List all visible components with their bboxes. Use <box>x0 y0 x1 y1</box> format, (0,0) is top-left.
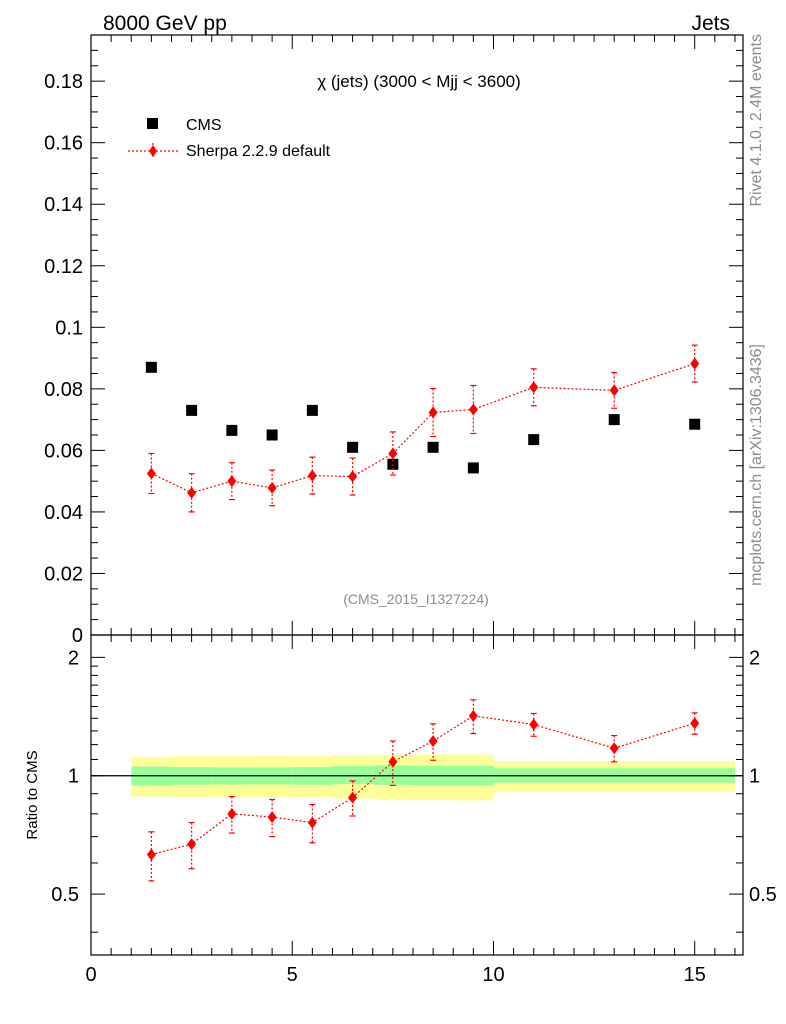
legend-mc-label: Sherpa 2.2.9 default <box>186 143 331 160</box>
ratio-band-inner <box>332 766 373 785</box>
cms-data-point <box>347 441 359 453</box>
x-tick-label: 15 <box>684 964 706 986</box>
ratio-axis-ticks <box>90 635 743 955</box>
mc-point <box>428 406 438 419</box>
ratio-point <box>187 838 197 851</box>
cms-data-point <box>689 418 701 430</box>
header-process-label: Jets <box>691 12 730 35</box>
ratio-y-tick-label: 1 <box>68 766 79 788</box>
mc-point <box>348 470 358 483</box>
ratio-y-tick-label: 2 <box>68 647 79 669</box>
ratio-y-tick-labels: 0.5 0.5 1 1 2 2 <box>51 647 777 906</box>
mc-point <box>267 481 277 494</box>
main-y-tick-label: 0.08 <box>44 379 83 401</box>
ratio-plot-frame <box>90 634 744 956</box>
ratio-y-tick-label-right: 0.5 <box>749 884 777 906</box>
legend: CMS Sherpa 2.2.9 default <box>128 117 331 160</box>
rivet-version-label: Rivet 4.1.0, 2.4M events <box>748 34 765 207</box>
main-y-tick-label: 0.14 <box>44 194 83 216</box>
mc-point <box>690 357 700 370</box>
mc-point <box>468 403 478 416</box>
mcplots-reference-label: mcplots.cern.ch [arXiv:1306.3436] <box>748 344 765 586</box>
ratio-point <box>267 811 277 824</box>
main-mc-points <box>146 344 700 513</box>
main-y-tick-label: 0.12 <box>44 256 83 278</box>
cms-data-point <box>528 434 540 446</box>
ratio-point <box>348 791 358 804</box>
x-tick-label: 5 <box>287 964 298 986</box>
analysis-watermark: (CMS_2015_I1327224) <box>343 591 489 607</box>
main-y-tick-label: 0.06 <box>44 440 83 462</box>
legend-cms-marker <box>147 118 158 129</box>
cms-data-point <box>226 424 238 436</box>
cms-data-point <box>427 441 439 453</box>
main-y-tick-labels: 0 0.02 0.04 0.06 0.08 0.1 0.12 0.14 0.16 0.18 <box>44 71 83 647</box>
ratio-point <box>428 735 438 748</box>
cms-data-point <box>186 404 198 416</box>
ratio-uncertainty-bands <box>131 754 735 801</box>
main-axis-ticks <box>90 34 743 636</box>
x-tick-label: 10 <box>482 964 504 986</box>
cms-data-point <box>467 462 479 474</box>
cms-data-point <box>608 414 620 426</box>
mc-point <box>388 447 398 460</box>
ratio-y-tick-label-right: 1 <box>749 766 760 788</box>
main-y-tick-label: 0.18 <box>44 71 83 93</box>
main-data-points <box>145 361 701 474</box>
mc-point <box>609 384 619 397</box>
mc-point <box>307 469 317 482</box>
mc-series-line <box>151 363 695 494</box>
cms-data-point <box>145 361 157 373</box>
ratio-point <box>690 717 700 730</box>
ratio-mc-points <box>146 699 700 882</box>
ratio-point <box>468 709 478 722</box>
header-energy-label: 8000 GeV pp <box>103 12 227 35</box>
ratio-point <box>609 742 619 755</box>
main-plot-panel: 0 0.02 0.04 0.06 0.08 0.1 0.12 0.14 0.16 0.18 (CM… <box>44 34 744 647</box>
x-tick-label: 0 <box>85 964 96 986</box>
ratio-point <box>227 807 237 820</box>
main-y-tick-label: 0.02 <box>44 563 83 585</box>
mc-point <box>146 467 156 480</box>
mc-point <box>529 381 539 394</box>
ratio-point <box>529 718 539 731</box>
cms-data-point <box>306 404 318 416</box>
mc-point <box>187 486 197 499</box>
main-y-tick-label: 0 <box>72 625 83 647</box>
legend-mc-marker <box>149 145 157 157</box>
main-y-tick-label: 0.1 <box>55 317 83 339</box>
cms-data-point <box>266 429 278 441</box>
ratio-y-axis-label: Ratio to CMS <box>24 750 41 839</box>
x-tick-labels: 0 5 10 15 <box>85 964 705 986</box>
mc-point <box>227 475 237 488</box>
plot-title: χ (jets) (3000 < Mjj < 3600) <box>317 72 521 91</box>
ratio-point <box>307 816 317 829</box>
ratio-y-tick-label: 0.5 <box>51 884 79 906</box>
ratio-point <box>388 755 398 768</box>
ratio-series-line <box>151 715 695 856</box>
main-y-tick-label: 0.04 <box>44 502 83 524</box>
legend-cms-label: CMS <box>186 117 222 134</box>
ratio-plot-panel: 0.5 0.5 1 1 2 2 0 5 10 15 Ratio to CMS <box>24 634 777 986</box>
ratio-point <box>146 848 156 861</box>
ratio-y-tick-label-right: 2 <box>749 647 760 669</box>
main-y-tick-label: 0.16 <box>44 133 83 155</box>
